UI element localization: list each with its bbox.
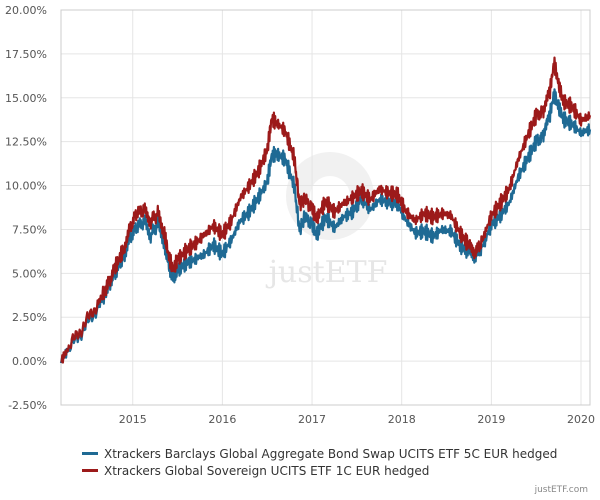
x-tick-label-1: 2016 bbox=[208, 413, 236, 426]
y-tick-label-2: 2.50% bbox=[12, 311, 47, 324]
y-tick-label-8: 17.50% bbox=[5, 48, 47, 61]
y-tick-label-5: 10.00% bbox=[5, 180, 47, 193]
y-tick-label-1: 0.00% bbox=[12, 355, 47, 368]
y-tick-label-4: 7.50% bbox=[12, 223, 47, 236]
grid bbox=[61, 9, 590, 406]
x-tick-label-4: 2019 bbox=[477, 413, 505, 426]
legend-item-aggregate[interactable]: Xtrackers Barclays Global Aggregate Bond… bbox=[82, 445, 557, 462]
y-tick-label-3: 5.00% bbox=[12, 267, 47, 280]
x-tick-label-0: 2015 bbox=[119, 413, 147, 426]
legend-item-sovereign[interactable]: Xtrackers Global Sovereign UCITS ETF 1C … bbox=[82, 462, 557, 479]
y-tick-label-6: 12.50% bbox=[5, 136, 47, 149]
y-tick-label-7: 15.00% bbox=[5, 92, 47, 105]
series-layer bbox=[59, 56, 592, 364]
x-tick-label-5: 2020 bbox=[567, 413, 595, 426]
watermark-text: justETF bbox=[266, 255, 388, 290]
plot-border bbox=[60, 9, 591, 406]
y-tick-label-0: -2.50% bbox=[8, 399, 47, 412]
x-axis-labels: 2015 2016 2017 2018 2019 2020 bbox=[119, 413, 595, 426]
legend-swatch-aggregate bbox=[82, 452, 98, 455]
y-tick-label-9: 20.00% bbox=[5, 4, 47, 17]
series-sovereign-line bbox=[60, 56, 592, 364]
x-tick-label-2: 2017 bbox=[298, 413, 326, 426]
legend-swatch-sovereign bbox=[82, 469, 98, 472]
legend-label-aggregate: Xtrackers Barclays Global Aggregate Bond… bbox=[104, 446, 558, 461]
legend: Xtrackers Barclays Global Aggregate Bond… bbox=[82, 445, 557, 479]
legend-label-sovereign: Xtrackers Global Sovereign UCITS ETF 1C … bbox=[104, 463, 430, 478]
credit-text: justETF.com bbox=[534, 485, 588, 495]
y-axis-labels: -2.50% 0.00% 2.50% 5.00% 7.50% 10.00% 12.50% 15… bbox=[5, 4, 47, 412]
x-tick-label-3: 2018 bbox=[388, 413, 416, 426]
